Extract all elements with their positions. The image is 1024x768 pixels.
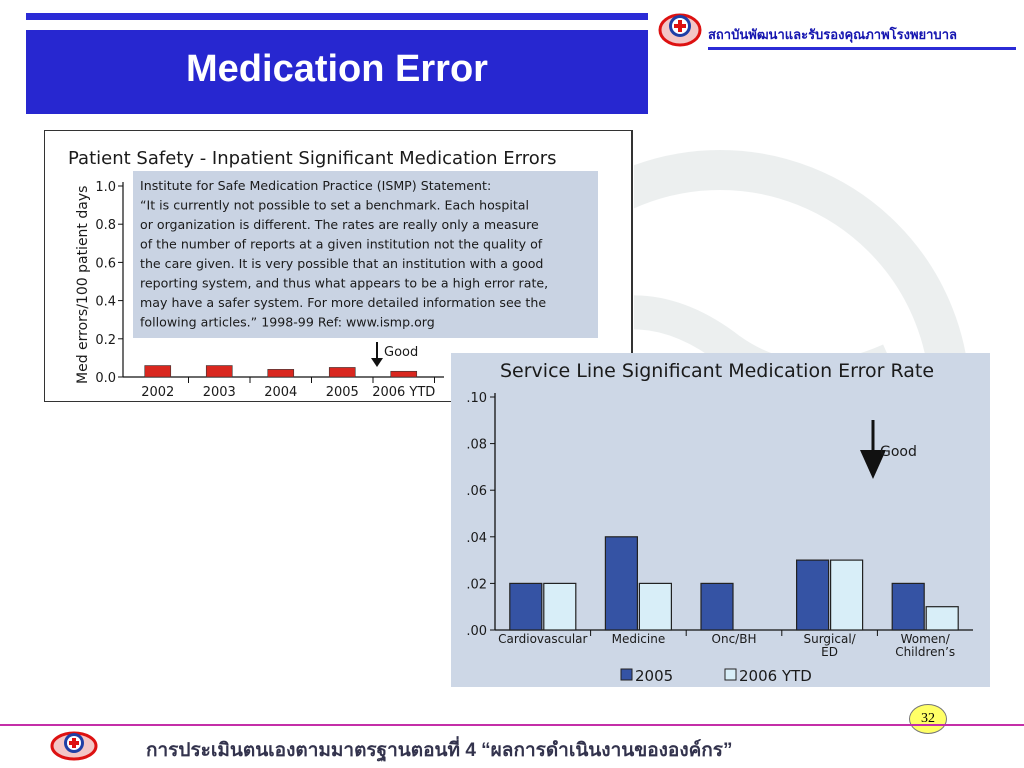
chart1-title: Patient Safety - Inpatient Significant M… bbox=[68, 148, 557, 169]
page-number-badge: 32 bbox=[909, 704, 947, 734]
chart2-x-tick-label: Surgical/ bbox=[803, 632, 856, 646]
footer-org-logo-icon bbox=[50, 731, 98, 761]
chart2-bar-2006-ytd bbox=[638, 582, 672, 631]
org-rule bbox=[708, 47, 1016, 50]
ismp-note-line: following articles.” 1998-99 Ref: www.is… bbox=[140, 315, 435, 330]
ismp-note-text: Institute for Safe Medication Practice (… bbox=[140, 178, 548, 330]
chart2-x-tick-label: Children’s bbox=[895, 645, 955, 659]
org-name: สถาบันพัฒนาและรับรองคุณภาพโรงพยาบาล bbox=[708, 27, 957, 42]
ismp-note-line: “It is currently not possible to set a b… bbox=[140, 198, 529, 213]
chart2-x-tick-label: ED bbox=[821, 645, 838, 659]
chart2-bars bbox=[509, 536, 959, 631]
legend-swatch-2006-ytd bbox=[724, 668, 737, 681]
chart1-y-tick-label: 0.4 bbox=[95, 295, 116, 310]
chart1-good-label: Good bbox=[384, 345, 418, 360]
chart2-x-tick-label: Onc/BH bbox=[712, 632, 757, 646]
chart2-y-tick-label: .02 bbox=[466, 577, 487, 592]
chart1-x-tick-label: 2006 YTD bbox=[372, 385, 435, 400]
chart2-bar-2006-ytd bbox=[830, 559, 864, 631]
ismp-note-line: or organization is different. The rates … bbox=[140, 217, 539, 232]
chart2-x-tick-labels: Cardiovascular Medicine Onc/BH Surgical/ED W… bbox=[498, 630, 955, 659]
chart2-x-tick-label: Medicine bbox=[612, 632, 666, 646]
legend-label-2006-ytd: 2006 YTD bbox=[739, 667, 812, 685]
chart2-y-tick-label: .06 bbox=[466, 484, 487, 499]
chart2-bar-2005 bbox=[796, 559, 830, 631]
chart1-y-tick-label: 0.8 bbox=[95, 218, 116, 233]
ismp-note-line: of the number of reports at a given inst… bbox=[140, 237, 543, 252]
chart2-y-tick-label: .04 bbox=[466, 531, 487, 546]
chart1-bars bbox=[144, 365, 418, 378]
chart1-good-annotation: Good bbox=[371, 342, 418, 367]
chart2-legend: 2005 2006 YTD bbox=[620, 667, 812, 685]
header-top-rule bbox=[26, 13, 648, 20]
chart1-x-tick-labels: 2002 2003 2004 2005 2006 YTD bbox=[141, 377, 435, 400]
chart2-x-tick-label: Cardiovascular bbox=[498, 632, 587, 646]
chart2-bar-2006-ytd bbox=[543, 582, 577, 631]
chart1-bar bbox=[390, 370, 418, 378]
ismp-note-line: reporting system, and thus what appears … bbox=[140, 276, 548, 291]
chart2-bar-2005 bbox=[604, 536, 638, 631]
chart1-y-tick-label: 1.0 bbox=[95, 180, 116, 195]
chart1-y-tick-label: 0.6 bbox=[95, 256, 116, 271]
legend-swatch-2005 bbox=[620, 668, 633, 681]
chart2-bar-2005 bbox=[509, 582, 543, 631]
chart2-bar-2006-ytd bbox=[925, 606, 959, 631]
ismp-note-line: the care given. It is very possible that… bbox=[140, 256, 543, 271]
chart1-bar bbox=[267, 369, 295, 378]
chart2-bar-2005 bbox=[700, 582, 734, 631]
chart2-bar-2005 bbox=[891, 582, 925, 631]
chart2-y-tick-label: .10 bbox=[466, 391, 487, 406]
footer-rule bbox=[0, 724, 1024, 726]
slide-title: Medication Error bbox=[186, 48, 488, 90]
chart1-x-tick-label: 2004 bbox=[264, 385, 297, 400]
chart2-good-annotation: Good bbox=[860, 420, 917, 479]
chart2-y-tick-label: .00 bbox=[466, 624, 487, 639]
chart1-y-axis-label: Med errors/100 patient days bbox=[75, 186, 91, 384]
chart1-y-tick-label: 0.0 bbox=[95, 371, 116, 386]
title-band: Medication Error bbox=[26, 30, 648, 114]
service-line-error-rate-chart: Service Line Significant Medication Erro… bbox=[451, 353, 990, 687]
chart2-title: Service Line Significant Medication Erro… bbox=[500, 360, 934, 382]
chart1-x-tick-label: 2005 bbox=[326, 385, 359, 400]
ismp-note-line: may have a safer system. For more detail… bbox=[140, 295, 546, 310]
chart1-bar bbox=[144, 365, 172, 378]
legend-label-2005: 2005 bbox=[635, 667, 673, 685]
ismp-note-box bbox=[133, 171, 598, 338]
chart1-x-tick-label: 2002 bbox=[141, 385, 174, 400]
chart1-bar bbox=[328, 367, 356, 378]
org-logo-icon bbox=[658, 13, 702, 47]
chart2-x-tick-label: Women/ bbox=[901, 632, 951, 646]
chart1-x-tick-label: 2003 bbox=[203, 385, 236, 400]
chart2-good-label: Good bbox=[880, 444, 917, 460]
chart2-y-tick-label: .08 bbox=[466, 438, 487, 453]
ismp-note-line: Institute for Safe Medication Practice (… bbox=[140, 178, 491, 193]
chart1-y-tick-label: 0.2 bbox=[95, 333, 116, 348]
chart1-bar bbox=[205, 365, 233, 378]
footer-text: การประเมินตนเองตามมาตรฐานตอนที่ 4 “ผลการ… bbox=[146, 740, 733, 761]
